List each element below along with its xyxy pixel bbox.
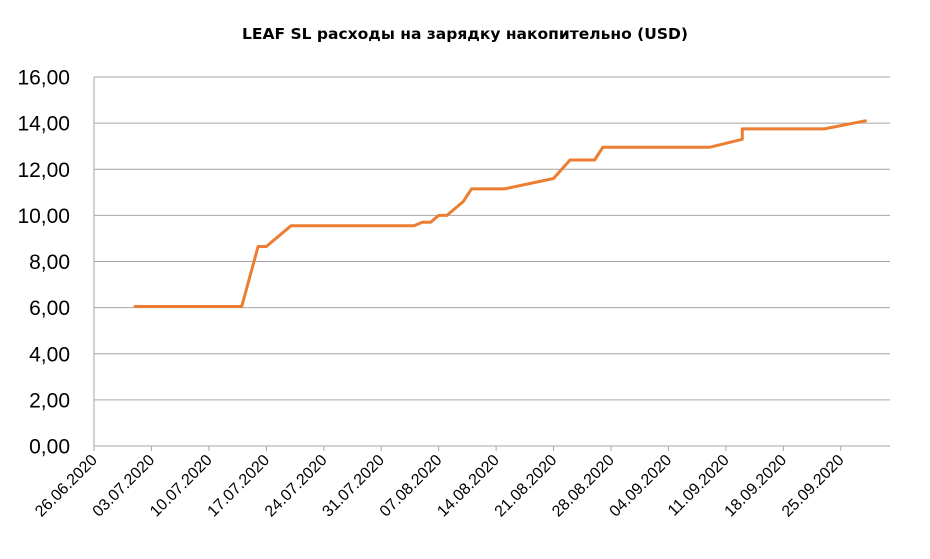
y-tick-label: 16,00	[17, 67, 70, 90]
x-tick-label: 25.09.2020	[779, 452, 848, 521]
x-tick-label: 04.09.2020	[607, 452, 676, 521]
y-tick-label: 6,00	[29, 297, 70, 320]
y-tick-label: 0,00	[29, 436, 70, 459]
gridlines	[94, 76, 890, 401]
y-tick-label: 10,00	[17, 205, 70, 228]
y-axis-tick-labels: 0,00 2,00 4,00 6,00 8,00 10,00 12,00 14,00 16,00	[17, 67, 70, 459]
y-tick-label: 4,00	[29, 343, 70, 366]
y-tick-label: 14,00	[17, 113, 70, 136]
series-line	[133, 119, 867, 308]
y-tick-label: 12,00	[17, 159, 70, 182]
y-tick-label: 8,00	[29, 251, 70, 274]
chart-title: LEAF SL расходы на зарядку накопительно …	[242, 25, 688, 43]
y-tick-label: 2,00	[29, 389, 70, 412]
x-axis	[93, 77, 890, 451]
x-axis-tick-labels: 26.06.202003.07.202010.07.202017.07.2020…	[32, 452, 847, 521]
series-layer	[133, 119, 867, 308]
